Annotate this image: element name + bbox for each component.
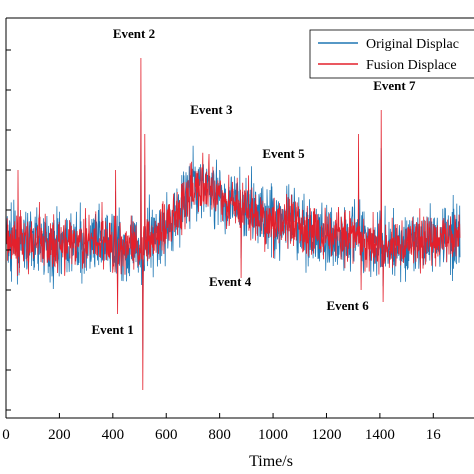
series-layer — [5, 57, 461, 391]
event-label: Event 2 — [113, 26, 155, 41]
event-label: Event 3 — [190, 102, 233, 117]
x-tick-label: 1400 — [365, 427, 395, 443]
x-tick-label: 16 — [426, 427, 442, 443]
ticks-layer: 0 200 400 600 800 1000 1200 1400 16 — [2, 49, 442, 443]
event-label: Event 4 — [209, 274, 252, 289]
x-tick-label: 1000 — [258, 427, 288, 443]
x-tick-label: 800 — [208, 427, 231, 443]
x-tick-label: 200 — [48, 427, 71, 443]
series-line-fusion — [5, 57, 461, 391]
legend-label-original: Original Displac — [366, 37, 459, 52]
x-tick-label: 600 — [155, 427, 178, 443]
x-tick-label: 400 — [102, 427, 125, 443]
x-tick-label: 1200 — [311, 427, 341, 443]
legend-box — [309, 29, 474, 79]
legend: Original Displac Fusion Displace — [309, 29, 474, 79]
annotation-layer: Event 1 Event 2 Event 3 Event 4 Event 5 Event… — [91, 26, 415, 337]
x-tick-label: 0 — [2, 427, 10, 443]
event-label: Event 6 — [326, 298, 369, 313]
x-axis-label: Time/s — [249, 453, 293, 470]
event-label: Event 7 — [373, 78, 416, 93]
legend-label-fusion: Fusion Displace — [366, 58, 457, 73]
frame-layer — [5, 17, 474, 419]
event-label: Event 1 — [91, 322, 133, 337]
event-label: Event 5 — [262, 146, 305, 161]
